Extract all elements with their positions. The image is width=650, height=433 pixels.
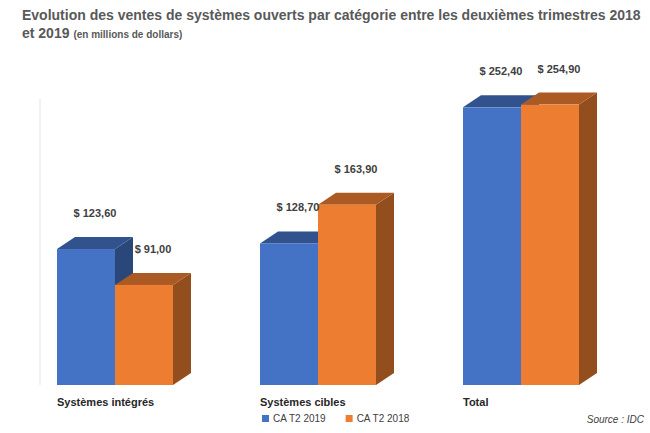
bar-side: [579, 93, 597, 385]
chart: $ 123,60 $ 91,00 Systèmes intégrés $ 128,70…: [0, 0, 650, 433]
category-label: Systèmes cibles: [260, 396, 346, 408]
bar-front: [115, 285, 173, 385]
subtitle: (en millions de dollars): [73, 29, 182, 40]
data-label: $ 123,60: [74, 207, 117, 219]
bars: [57, 93, 597, 385]
bar-top: [318, 193, 394, 205]
bar-front: [57, 249, 115, 385]
legend-swatch: [346, 415, 353, 422]
labels: $ 123,60 $ 91,00 Systèmes intégrés $ 128,70…: [57, 63, 580, 408]
bar-side: [376, 193, 394, 385]
title-block: Evolution des ventes de systèmes ouverts…: [22, 6, 642, 44]
legend: CA T2 2019 CA T2 2018: [262, 413, 410, 424]
data-label: $ 254,90: [538, 63, 581, 75]
data-label: $ 163,90: [335, 163, 378, 175]
bar-top: [115, 273, 191, 285]
legend-label: CA T2 2018: [357, 413, 410, 424]
value-axis: [40, 99, 41, 385]
bar-front: [521, 105, 579, 385]
bar: [318, 193, 394, 385]
data-label: $ 252,40: [480, 65, 523, 77]
bar: [521, 93, 597, 385]
bar-side: [173, 273, 191, 385]
bar-front: [260, 243, 318, 385]
source-note: Source : IDC: [587, 414, 645, 425]
category-label: Total: [463, 396, 488, 408]
bar-top: [57, 237, 133, 249]
bar: [115, 273, 191, 385]
bar-top: [521, 93, 597, 105]
data-label: $ 128,70: [277, 201, 320, 213]
data-label: $ 91,00: [135, 243, 172, 255]
legend-label: CA T2 2019: [273, 413, 326, 424]
bar-front: [318, 205, 376, 385]
category-label: Systèmes intégrés: [57, 396, 154, 408]
bar-front: [463, 107, 521, 385]
legend-swatch: [262, 415, 269, 422]
